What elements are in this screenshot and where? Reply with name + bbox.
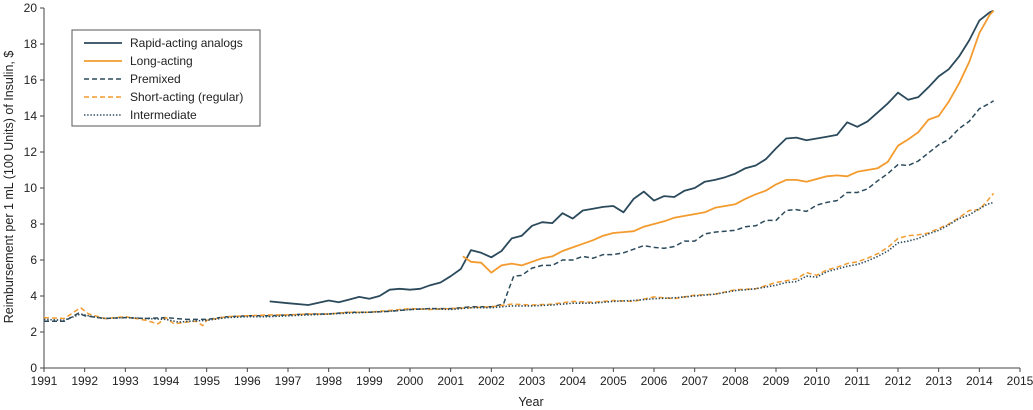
y-tick-label: 16	[24, 73, 38, 87]
x-tick-label: 1996	[234, 374, 261, 388]
series-line-4	[43, 192, 995, 327]
y-tick-label: 10	[24, 181, 38, 195]
x-tick-label: 2012	[885, 374, 912, 388]
y-tick-label: 0	[30, 361, 37, 375]
x-tick-label: 2005	[600, 374, 627, 388]
legend-label: Premixed	[130, 72, 181, 86]
y-tick-label: 12	[24, 145, 38, 159]
y-tick-label: 8	[30, 217, 37, 231]
x-tick-label: 1999	[356, 374, 383, 388]
legend-label: Long-acting	[130, 54, 193, 68]
y-tick-label: 2	[30, 325, 37, 339]
series-line-2	[462, 10, 995, 274]
x-tick-label: 2006	[641, 374, 668, 388]
x-axis-ticks: 1991 1992 1993 1994 1995 1996 1997 1998 1999 2000…	[31, 368, 1033, 388]
x-tick-label: 2013	[925, 374, 952, 388]
x-tick-label: 2015	[1007, 374, 1033, 388]
x-tick-label: 2000	[397, 374, 424, 388]
series-line-3	[44, 100, 995, 322]
y-tick-label: 6	[30, 253, 37, 267]
x-tick-label: 2007	[681, 374, 708, 388]
x-tick-label: 2008	[722, 374, 749, 388]
x-tick-label: 2011	[844, 374, 870, 388]
y-tick-label: 4	[30, 289, 37, 303]
x-tick-label: 1997	[275, 374, 302, 388]
y-tick-label: 18	[24, 37, 38, 51]
x-axis-title: Year	[518, 395, 543, 409]
legend-label: Rapid-acting analogs	[130, 36, 243, 50]
x-tick-label: 2003	[519, 374, 546, 388]
series-lines	[43, 9, 995, 327]
legend: Rapid-acting analogs Long-acting Premixed S…	[71, 29, 261, 127]
legend-box	[71, 29, 261, 127]
legend-label: Short-acting (regular)	[130, 90, 243, 104]
x-tick-label: 2004	[559, 374, 586, 388]
x-tick-label: 1991	[31, 374, 58, 388]
y-axis-title: Reimbursement per 1 mL (100 Units) of In…	[2, 51, 16, 324]
x-tick-label: 2010	[803, 374, 830, 388]
x-tick-label: 1995	[193, 374, 220, 388]
x-tick-label: 2001	[437, 374, 464, 388]
series-line-5	[43, 201, 994, 323]
series-line-1	[269, 9, 994, 306]
x-tick-label: 1994	[153, 374, 180, 388]
y-tick-label: 14	[24, 109, 38, 123]
y-tick-label: 20	[24, 1, 38, 15]
legend-label: Intermediate	[130, 108, 197, 122]
x-tick-label: 1998	[315, 374, 342, 388]
x-tick-label: 2009	[763, 374, 790, 388]
x-tick-label: 2002	[478, 374, 505, 388]
x-tick-label: 2014	[966, 374, 993, 388]
x-tick-label: 1993	[112, 374, 139, 388]
y-axis-ticks: 0 2 4 6 8 10 12 14 16 18 20	[24, 1, 44, 375]
x-tick-label: 1992	[71, 374, 98, 388]
